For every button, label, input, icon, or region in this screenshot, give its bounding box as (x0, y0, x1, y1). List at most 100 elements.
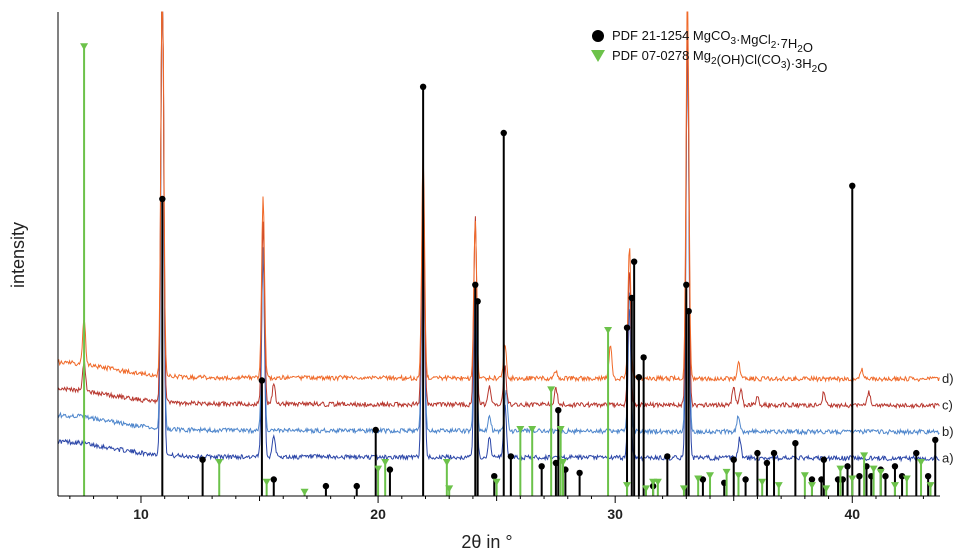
ref-21-1254-circle (891, 463, 899, 470)
ref-07-0278-triangle (492, 478, 501, 486)
ref-07-0278-triangle (734, 472, 743, 480)
ref-07-0278-triangle (445, 485, 454, 493)
ref-21-1254-circle (770, 449, 778, 457)
ref-21-1254-circle (555, 407, 562, 414)
ref-21-1254-circle (792, 440, 799, 447)
ref-21-1254-circle (491, 473, 498, 480)
ref-07-0278-triangle (758, 478, 767, 486)
ref-07-0278-triangle (215, 459, 224, 466)
trace-label: a) (942, 450, 954, 465)
trace-label: c) (942, 398, 953, 413)
ref-21-1254-circle (754, 449, 761, 457)
ref-21-1254-circle (472, 281, 479, 288)
ref-07-0278-triangle (869, 465, 878, 473)
ref-21-1254-circle (500, 129, 507, 137)
x-tick-label: 30 (607, 506, 623, 522)
ref-07-0278-triangle (381, 459, 390, 466)
ref-07-0278-triangle (442, 459, 451, 466)
ref-21-1254-circle (683, 281, 690, 288)
ref-07-0278-triangle (926, 482, 935, 490)
x-tick-label: 10 (133, 506, 149, 522)
legend-entry-text: PDF 07-0278 Mg2(OH)Cl(CO3)·3H2O (612, 48, 827, 75)
x-ticks-layer: 10 20 30 40 (69, 496, 924, 522)
y-axis-label: intensity (8, 222, 28, 288)
ref-07-0278-triangle (807, 482, 816, 490)
ref-21-1254-circle (635, 374, 643, 381)
x-tick-label: 20 (370, 506, 386, 522)
ref-21-1254-circle (932, 436, 939, 444)
ref-07-0278-triangle (604, 327, 613, 334)
ref-21-1254-circle (882, 473, 889, 480)
ref-07-0278-triangle (800, 472, 809, 480)
ref-21-1254-circle (844, 463, 851, 470)
ref-07-0278-triangle (890, 482, 899, 490)
ref-07-0278-triangle (547, 386, 556, 394)
trace-label: b) (942, 424, 954, 439)
ref-07-0278-triangle (262, 478, 271, 486)
ref-07-0278-triangle (300, 488, 309, 496)
ref-07-0278-triangle (374, 465, 383, 473)
ref-21-1254-circle (199, 456, 206, 463)
ref-07-0278-triangle (836, 465, 845, 473)
ref-21-1254-circle (664, 453, 671, 460)
ref-07-0278-triangle (559, 459, 568, 466)
ref-07-0278-triangle (679, 485, 688, 493)
ref-21-1254-circle (820, 456, 828, 463)
ref-07-0278-triangle (876, 468, 885, 476)
ref-21-1254-circle (924, 473, 932, 480)
ref-07-0278-triangle (642, 485, 650, 493)
ref-07-0278-triangle (556, 426, 565, 433)
ref-21-1254-circle (322, 482, 330, 490)
ref-21-1254-circle (685, 308, 692, 315)
ref-21-1254-circle (419, 83, 427, 91)
ref-21-1254-circle (576, 469, 583, 477)
ref-21-1254-circle (699, 476, 707, 483)
ref-21-1254-circle (474, 298, 481, 305)
legend-triangle-marker (591, 50, 605, 62)
trace-d (57, 11, 940, 384)
ref-21-1254-circle (507, 453, 515, 460)
ref-07-0278-triangle (80, 43, 89, 51)
ref-21-1254-circle (630, 258, 638, 265)
reference-lines-layer (80, 43, 939, 496)
ref-21-1254-circle (372, 426, 379, 434)
ref-21-1254-circle (623, 324, 631, 331)
ref-07-0278-triangle (917, 459, 926, 466)
ref-21-1254-circle (763, 459, 771, 467)
ref-21-1254-circle (742, 476, 749, 483)
ref-07-0278-triangle (528, 426, 537, 433)
ref-21-1254-circle (913, 449, 920, 457)
ref-21-1254-circle (730, 456, 737, 463)
trace-labels-layer: a) b) c) d) (942, 371, 954, 465)
ref-21-1254-circle (538, 463, 545, 470)
trace-b (57, 11, 940, 436)
ref-07-0278-triangle (860, 452, 869, 460)
x-axis-label: 2θ in ° (461, 532, 512, 552)
ref-21-1254-circle (270, 476, 277, 483)
ref-21-1254-circle (353, 482, 360, 490)
ref-21-1254-circle (898, 473, 906, 480)
ref-07-0278-triangle (848, 475, 857, 483)
ref-07-0278-triangle (694, 475, 703, 483)
trace-label: d) (942, 371, 954, 386)
ref-21-1254-circle (258, 377, 266, 384)
x-tick-label: 40 (844, 506, 860, 522)
ref-07-0278-triangle (822, 485, 831, 493)
ref-07-0278-triangle (706, 472, 715, 480)
ref-07-0278-triangle (653, 478, 662, 486)
ref-07-0278-triangle (774, 482, 783, 490)
ref-21-1254-circle (849, 182, 856, 189)
ref-07-0278-triangle (516, 426, 525, 433)
ref-21-1254-circle (808, 476, 816, 483)
legend-entry-text: PDF 21-1254 MgCO3·MgCl2·7H2O (612, 28, 813, 55)
ref-07-0278-triangle (623, 482, 632, 490)
ref-07-0278-triangle (722, 468, 731, 476)
ref-21-1254-circle (640, 354, 647, 361)
trace-c (57, 11, 940, 410)
ref-21-1254-circle (159, 195, 166, 203)
legend-circle-marker (592, 30, 604, 42)
ref-21-1254-circle (386, 466, 394, 473)
ref-07-0278-triangle (902, 475, 911, 483)
